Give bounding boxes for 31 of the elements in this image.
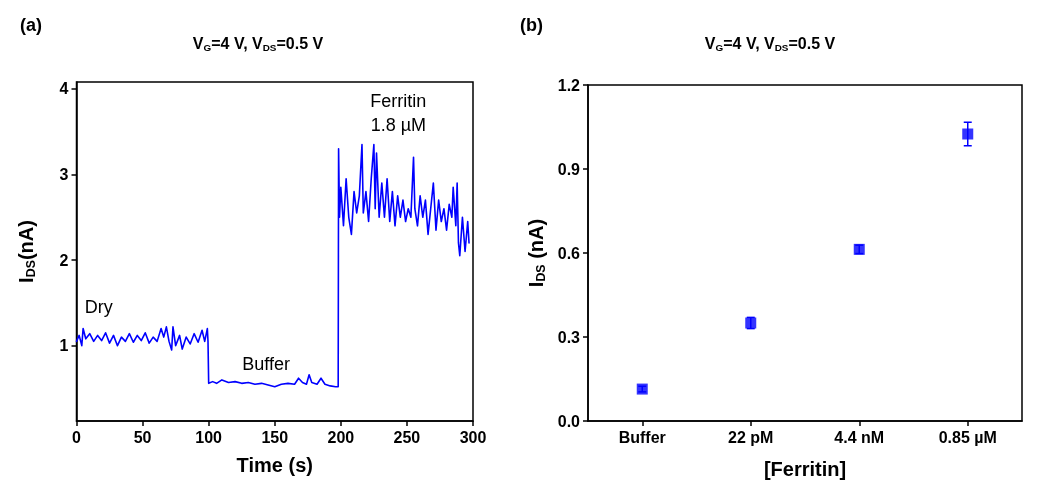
x-tick-label: 250 <box>393 428 421 446</box>
x-tick-label: 4.4 nM <box>834 428 885 446</box>
x-tick-label: 150 <box>261 428 289 446</box>
y-tick-label: 0.6 <box>557 244 581 262</box>
y-tick-label: 0.3 <box>557 328 581 346</box>
x-tick-label: 0.85 µM <box>938 428 997 446</box>
annotation: Dry <box>84 297 113 318</box>
y-tick-label: 0.9 <box>557 160 581 178</box>
y-tick-label: 1.2 <box>557 76 581 94</box>
point <box>962 128 974 140</box>
annotation: Ferritin 1.8 µM <box>370 90 427 135</box>
y-tick-label: 1 <box>59 337 69 355</box>
y-tick-label: 2 <box>59 251 69 269</box>
x-tick-label: 300 <box>459 428 487 446</box>
x-tick-label: Buffer <box>618 428 666 446</box>
x-axis-title: [Ferritin] <box>763 458 847 480</box>
x-tick-label: 100 <box>195 428 223 446</box>
y-axis-title: IDS (nA) <box>525 218 548 288</box>
y-tick-label: 0.0 <box>557 412 581 430</box>
x-tick-label: 50 <box>133 428 152 446</box>
x-tick-label: 22 pM <box>728 428 774 446</box>
y-axis-title: IDS(nA) <box>15 220 38 283</box>
x-tick-label: 0 <box>72 428 82 446</box>
text: (a) <box>20 15 42 35</box>
text: (b) <box>520 15 543 35</box>
line-series <box>75 143 470 388</box>
y-tick-label: 3 <box>59 165 69 183</box>
y-tick-label: 4 <box>59 80 69 98</box>
annotation: Buffer <box>242 354 290 375</box>
x-tick-label: 200 <box>327 428 355 446</box>
x-axis-title: Time (s) <box>236 454 313 476</box>
